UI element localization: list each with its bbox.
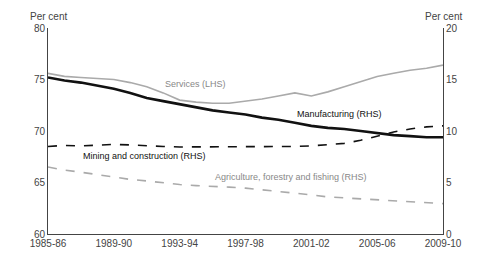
- svg-text:20: 20: [446, 23, 458, 34]
- svg-text:70: 70: [34, 126, 46, 137]
- svg-text:1993-94: 1993-94: [161, 238, 198, 249]
- svg-text:Manufacturing (RHS): Manufacturing (RHS): [297, 109, 382, 119]
- svg-text:Mining and construction (RHS): Mining and construction (RHS): [83, 151, 206, 161]
- svg-text:2005-06: 2005-06: [359, 238, 396, 249]
- svg-text:2001-02: 2001-02: [293, 238, 330, 249]
- svg-text:60: 60: [34, 229, 46, 240]
- svg-text:5: 5: [446, 177, 452, 188]
- svg-text:65: 65: [34, 177, 46, 188]
- svg-text:Services (LHS): Services (LHS): [165, 79, 226, 89]
- svg-text:Per cent: Per cent: [30, 11, 67, 22]
- svg-text:75: 75: [34, 74, 46, 85]
- svg-text:Per cent: Per cent: [425, 11, 462, 22]
- svg-text:Agriculture, forestry and fish: Agriculture, forestry and fishing (RHS): [215, 172, 367, 182]
- svg-text:1985-86: 1985-86: [30, 238, 67, 249]
- svg-text:2009-10: 2009-10: [425, 238, 462, 249]
- svg-text:1989-90: 1989-90: [95, 238, 132, 249]
- svg-text:15: 15: [446, 74, 458, 85]
- svg-text:80: 80: [34, 23, 46, 34]
- svg-text:1997-98: 1997-98: [227, 238, 264, 249]
- svg-text:0: 0: [446, 229, 452, 240]
- svg-text:10: 10: [446, 126, 458, 137]
